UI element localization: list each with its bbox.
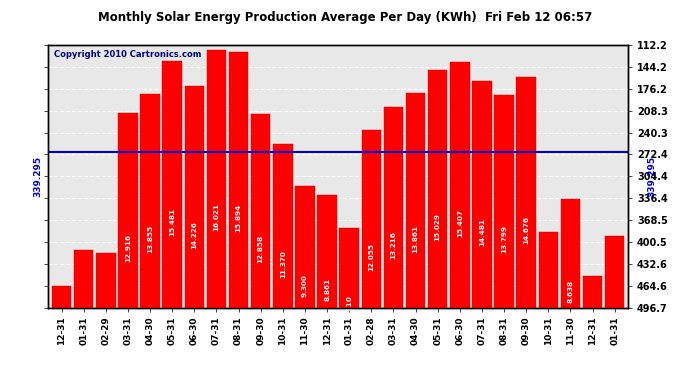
- Bar: [362, 130, 381, 375]
- Bar: [229, 52, 248, 375]
- Text: 15.407: 15.407: [457, 209, 463, 237]
- Bar: [74, 250, 93, 375]
- Text: 12.055: 12.055: [368, 243, 374, 271]
- Text: 8.861: 8.861: [324, 278, 330, 301]
- Bar: [118, 112, 138, 375]
- Bar: [605, 236, 624, 375]
- Text: 12.916: 12.916: [125, 234, 131, 262]
- Text: 14.481: 14.481: [479, 219, 485, 246]
- Text: 13.799: 13.799: [501, 225, 507, 254]
- Bar: [450, 62, 469, 375]
- Text: 12.858: 12.858: [257, 235, 264, 263]
- Text: 339.295: 339.295: [647, 156, 657, 197]
- Text: 14.226: 14.226: [191, 221, 197, 249]
- Text: Monthly Solar Energy Production Average Per Day (KWh)  Fri Feb 12 06:57: Monthly Solar Energy Production Average …: [98, 11, 592, 24]
- Text: 13.855: 13.855: [147, 225, 153, 253]
- Text: Copyright 2010 Cartronics.com: Copyright 2010 Cartronics.com: [54, 50, 201, 59]
- Bar: [317, 195, 337, 375]
- Text: 13.861: 13.861: [413, 225, 419, 253]
- Bar: [516, 77, 536, 375]
- Bar: [52, 286, 71, 375]
- Text: 9.300: 9.300: [302, 274, 308, 297]
- Text: 15.029: 15.029: [435, 213, 441, 241]
- Bar: [494, 94, 514, 375]
- Text: 15.481: 15.481: [169, 208, 175, 236]
- Bar: [96, 253, 115, 375]
- Bar: [538, 232, 558, 375]
- Bar: [273, 144, 293, 375]
- Bar: [472, 81, 492, 375]
- Bar: [184, 86, 204, 375]
- Bar: [207, 50, 226, 375]
- Text: 339.295: 339.295: [33, 156, 43, 197]
- Bar: [140, 93, 160, 375]
- Text: 14.676: 14.676: [523, 216, 529, 244]
- Bar: [583, 276, 602, 375]
- Bar: [251, 114, 270, 375]
- Bar: [339, 228, 359, 375]
- Bar: [428, 70, 447, 375]
- Text: 13.216: 13.216: [391, 231, 397, 259]
- Bar: [561, 200, 580, 375]
- Text: 11.370: 11.370: [279, 250, 286, 278]
- Bar: [295, 186, 315, 375]
- Text: 7.210: 7.210: [346, 295, 352, 318]
- Bar: [406, 93, 425, 375]
- Text: 15.894: 15.894: [235, 204, 242, 232]
- Bar: [384, 106, 403, 375]
- Bar: [162, 60, 182, 375]
- Text: 8.638: 8.638: [567, 280, 573, 303]
- Text: 16.021: 16.021: [213, 203, 219, 231]
